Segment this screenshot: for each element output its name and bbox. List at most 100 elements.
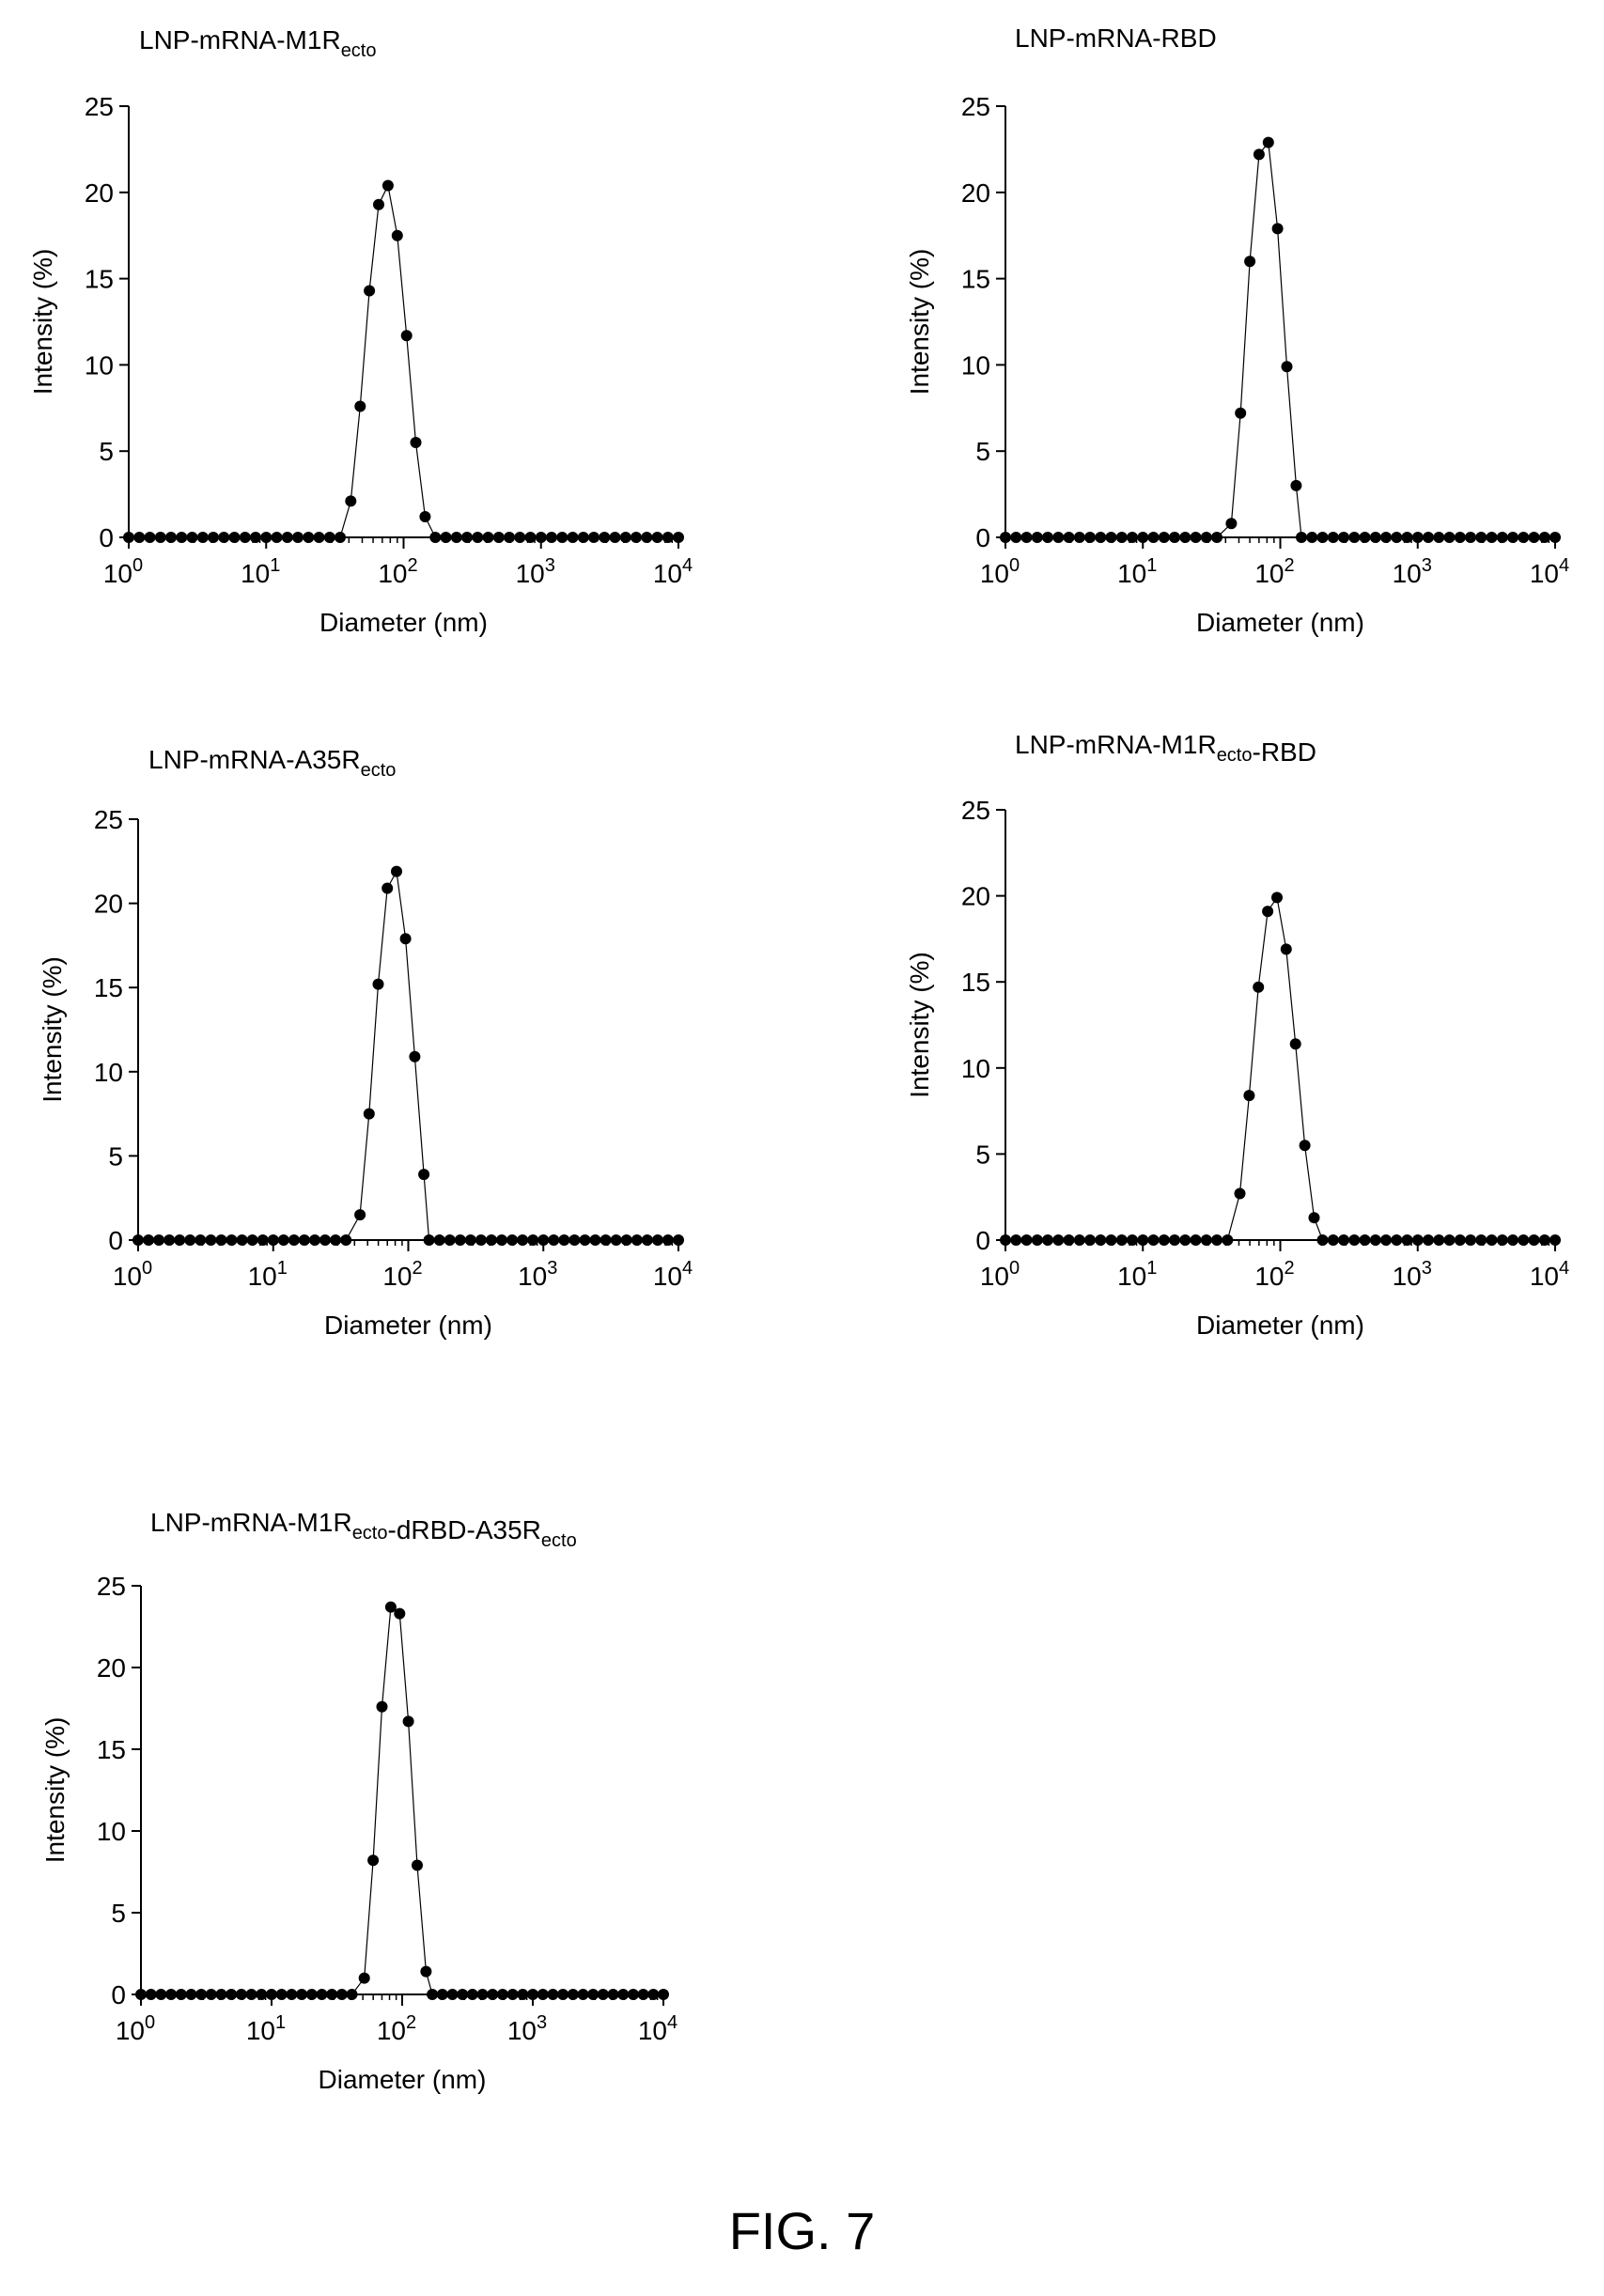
data-point xyxy=(1359,532,1371,543)
y-tick-label: 5 xyxy=(99,437,114,466)
data-point xyxy=(1433,532,1445,543)
data-point xyxy=(1280,943,1292,955)
data-point xyxy=(1253,981,1265,993)
data-point xyxy=(619,532,631,543)
data-point xyxy=(409,1050,421,1063)
data-point xyxy=(256,1989,268,2000)
data-point xyxy=(1115,532,1128,543)
data-point xyxy=(292,532,304,543)
chart-title: LNP-mRNA-A35Recto xyxy=(148,745,396,781)
data-point xyxy=(346,1989,358,2000)
data-point xyxy=(205,1989,217,2000)
chart-panel-2: LNP-mRNA-RBD 0 5 10 15 20 25 100 101 102 103 104 Dia… xyxy=(905,23,1569,637)
data-point xyxy=(1105,532,1117,543)
data-point xyxy=(1200,1234,1212,1246)
data-point xyxy=(423,1234,435,1246)
data-point xyxy=(1507,532,1518,543)
data-point xyxy=(537,1989,549,2000)
x-tick-label: 101 xyxy=(1117,1258,1157,1291)
x-tick-label: 101 xyxy=(241,555,280,588)
data-point xyxy=(496,1989,508,2000)
y-axis-label: Intensity (%) xyxy=(905,952,934,1098)
y-tick-label: 25 xyxy=(961,796,990,825)
data-point xyxy=(1084,532,1096,543)
data-point xyxy=(637,1989,649,2000)
data-point xyxy=(1359,1234,1371,1246)
data-point xyxy=(135,1989,147,2000)
data-point xyxy=(340,1234,352,1246)
data-point xyxy=(1010,1234,1022,1246)
data-point xyxy=(174,1234,186,1246)
data-point xyxy=(1243,1090,1255,1102)
x-tick-label: 103 xyxy=(516,555,555,588)
data-point xyxy=(487,1989,499,2000)
data-point xyxy=(1486,532,1498,543)
data-point xyxy=(1348,1234,1361,1246)
data-point xyxy=(399,933,412,945)
data-point xyxy=(1010,532,1022,543)
data-point xyxy=(1443,1234,1456,1246)
data-point xyxy=(651,532,663,543)
data-point xyxy=(367,1854,380,1867)
title-subscript: ecto xyxy=(1217,745,1253,766)
data-point xyxy=(662,1234,674,1246)
data-point xyxy=(326,1989,338,2000)
data-point xyxy=(298,1234,310,1246)
data-point xyxy=(266,1989,277,2000)
x-axis-label: Diameter (nm) xyxy=(1196,1311,1364,1340)
y-tick-label: 25 xyxy=(94,805,123,834)
data-point xyxy=(1475,1234,1487,1246)
data-point xyxy=(1042,1234,1053,1246)
data-point xyxy=(235,1989,247,2000)
data-point xyxy=(568,1234,581,1246)
data-point xyxy=(641,532,653,543)
x-tick-label: 104 xyxy=(638,2012,677,2045)
data-point xyxy=(1115,1234,1128,1246)
y-tick-label: 15 xyxy=(94,973,123,1002)
x-tick-label: 104 xyxy=(1530,1258,1569,1291)
data-point xyxy=(567,532,579,543)
data-point xyxy=(496,1234,507,1246)
data-point xyxy=(1031,1234,1043,1246)
data-point xyxy=(391,229,403,241)
data-point xyxy=(345,495,357,507)
data-point xyxy=(527,1234,539,1246)
data-point xyxy=(631,1234,643,1246)
data-point xyxy=(1348,532,1361,543)
y-tick-label: 10 xyxy=(85,350,114,380)
data-point xyxy=(472,532,484,543)
data-point xyxy=(1095,532,1107,543)
data-point xyxy=(631,532,642,543)
y-tick-label: 15 xyxy=(97,1735,126,1764)
data-point xyxy=(524,532,537,543)
y-tick-label: 5 xyxy=(975,1140,990,1169)
data-point xyxy=(145,1989,157,2000)
y-tick-label: 0 xyxy=(975,1226,990,1255)
data-point xyxy=(627,1989,639,2000)
data-point xyxy=(1271,223,1284,235)
data-point xyxy=(1518,532,1530,543)
data-point xyxy=(466,1989,478,2000)
data-point xyxy=(335,1989,348,2000)
data-point xyxy=(1158,532,1170,543)
data-point xyxy=(260,532,273,543)
data-point xyxy=(373,198,384,210)
data-point xyxy=(577,1989,589,2000)
data-point xyxy=(196,532,209,543)
data-point xyxy=(309,1234,320,1246)
data-point xyxy=(1296,532,1307,543)
data-point xyxy=(620,1234,632,1246)
data-point xyxy=(1423,1234,1434,1246)
x-tick-label: 102 xyxy=(378,555,417,588)
data-point xyxy=(1338,532,1349,543)
data-point xyxy=(1262,906,1274,918)
data-point xyxy=(482,532,494,543)
data-point xyxy=(316,1989,328,2000)
data-point xyxy=(1290,479,1302,491)
data-point xyxy=(673,532,684,543)
x-tick-label: 101 xyxy=(1117,555,1157,588)
data-point xyxy=(1443,532,1456,543)
y-axis-label: Intensity (%) xyxy=(38,956,67,1103)
data-point xyxy=(546,532,557,543)
